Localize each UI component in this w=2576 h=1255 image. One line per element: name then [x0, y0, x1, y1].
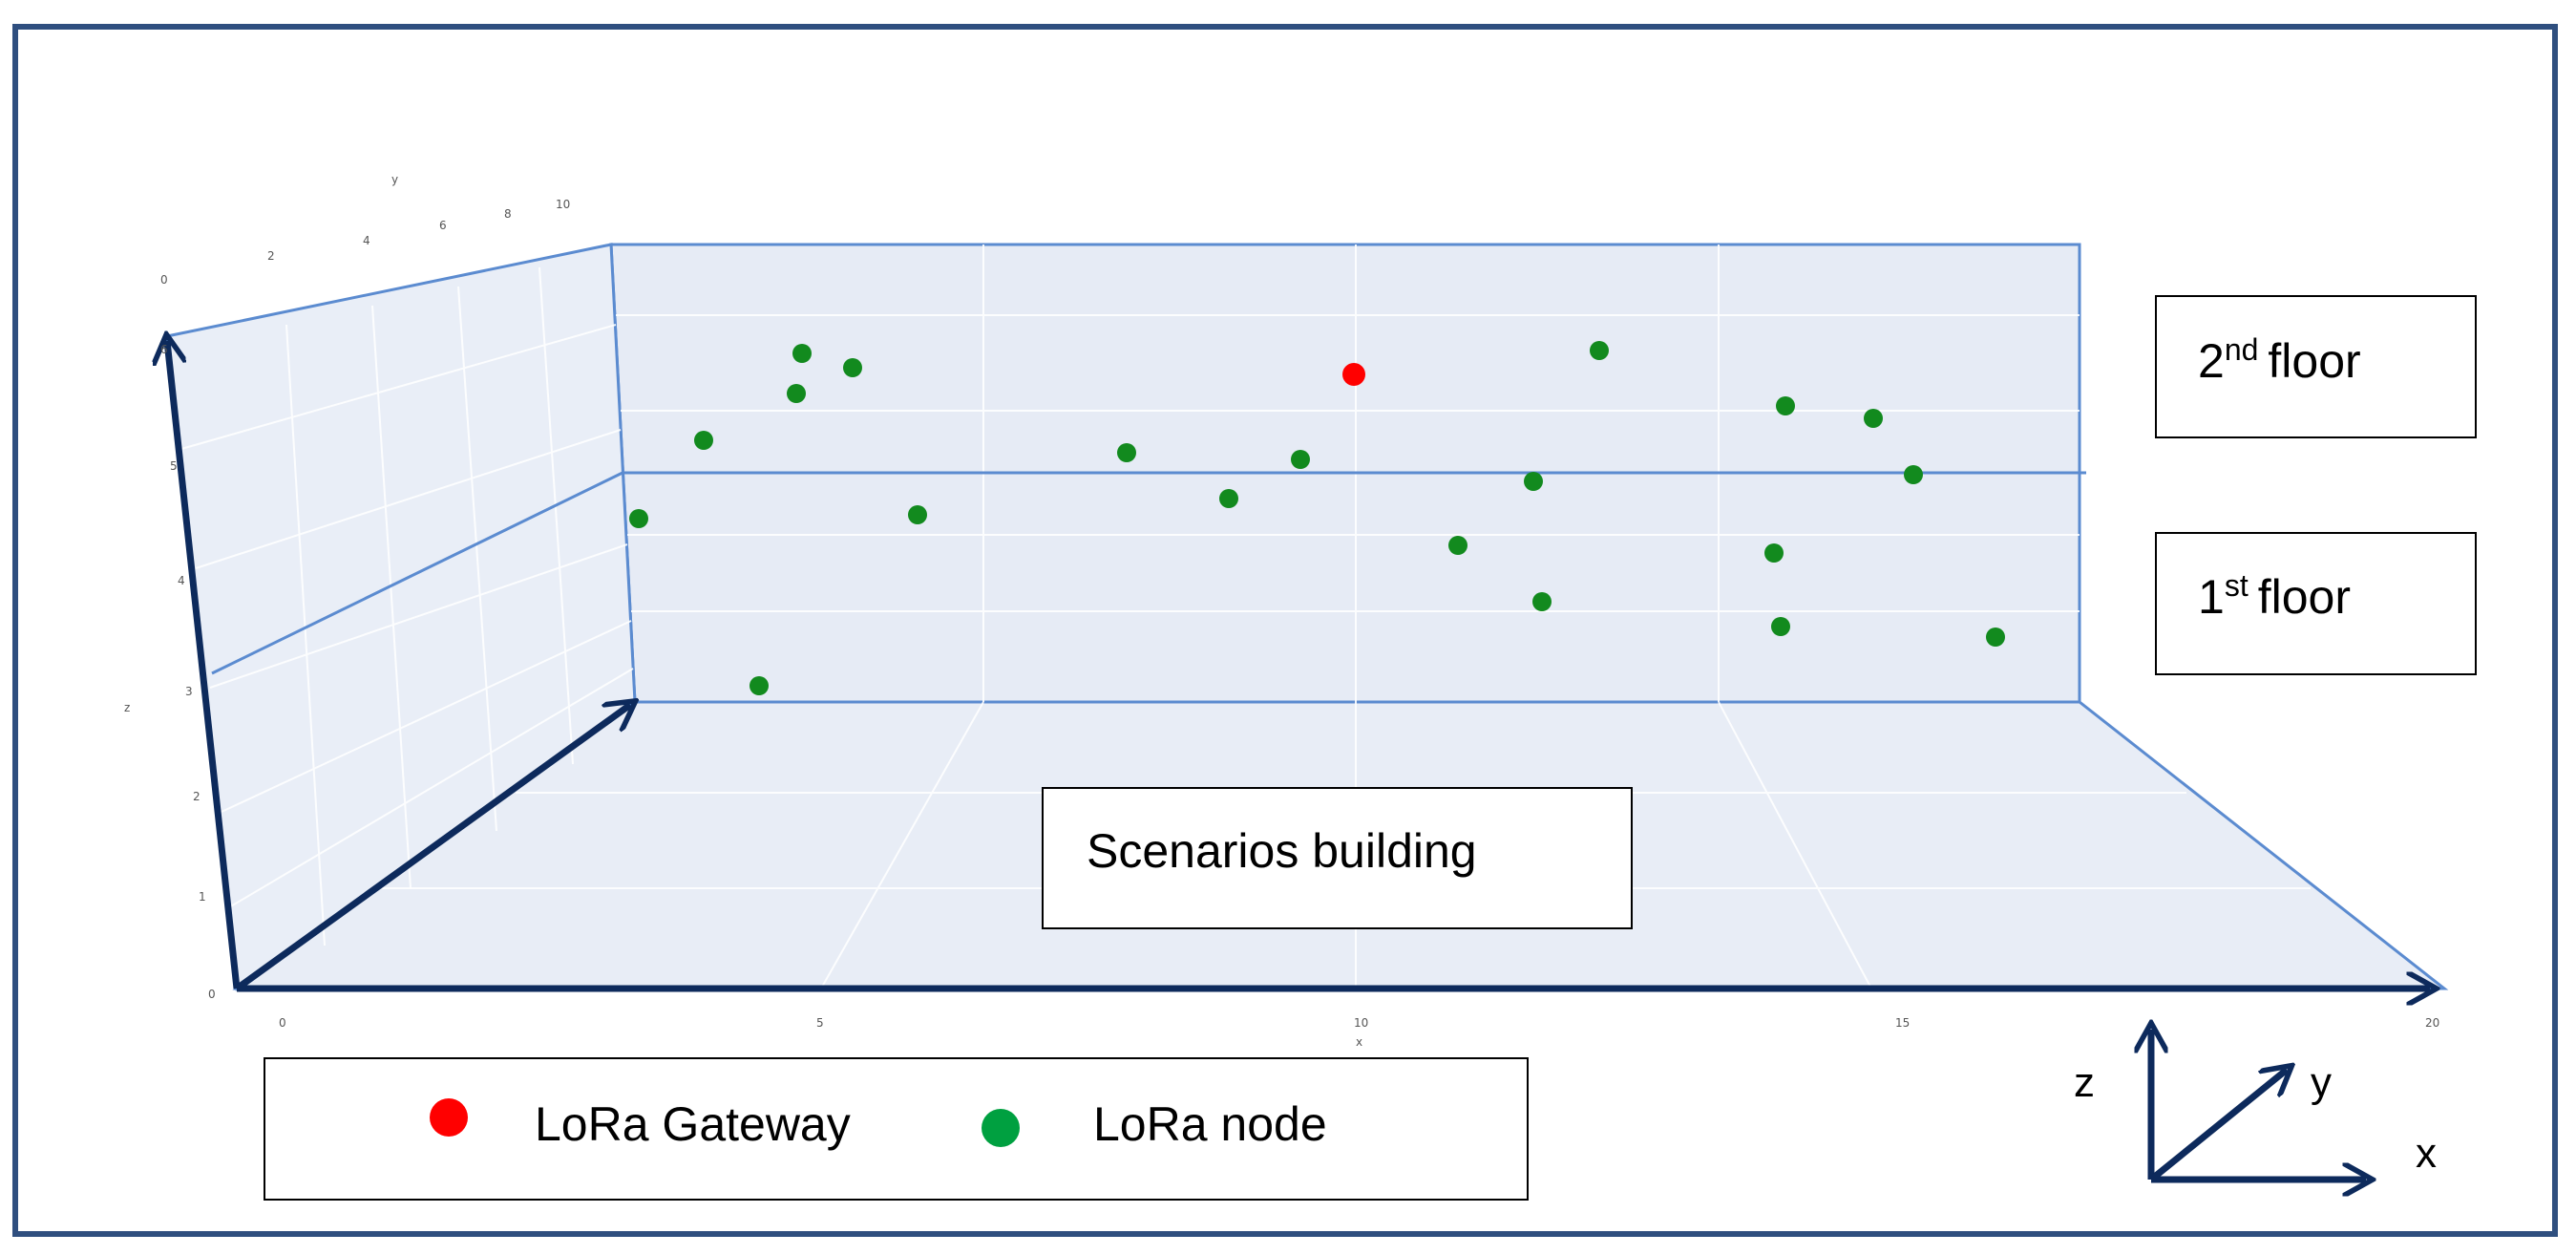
lora-node-marker [1904, 465, 1923, 484]
y-axis-title: y [391, 173, 398, 186]
z-tick: 4 [178, 574, 185, 587]
y-tick: 8 [504, 207, 512, 221]
x-axis-title: x [1356, 1035, 1362, 1049]
lora-node-marker [1771, 617, 1790, 636]
scenario-label: Scenarios building [1042, 787, 1633, 929]
first-floor-number: 1 [2198, 570, 2225, 624]
lora-node-marker [1219, 489, 1238, 508]
lora-node-marker [787, 384, 806, 403]
second-floor-box [2155, 295, 2477, 438]
lora-node-marker [1117, 443, 1136, 462]
lora-node-marker [694, 431, 713, 450]
z-tick: 0 [208, 988, 216, 1001]
scenario-text: Scenarios building [1087, 824, 1477, 878]
y-tick: 10 [556, 198, 570, 211]
lora-node-marker [792, 344, 812, 363]
floor-divider-left [211, 471, 623, 675]
first-floor-suffix: st [2225, 568, 2249, 603]
second-floor-label: 2nd floor [2155, 295, 2477, 438]
y-axis-ticks: 0 2 4 6 8 10 y [160, 173, 570, 287]
x-tick: 10 [1354, 1016, 1368, 1030]
legend-box [264, 1057, 1529, 1201]
z-tick: 2 [193, 790, 201, 803]
lora-node-marker [629, 509, 648, 528]
lora-node-marker [1524, 472, 1543, 491]
first-floor-word: floor [2258, 570, 2351, 624]
z-tick: 3 [185, 685, 193, 698]
scenario-box [1042, 787, 1633, 929]
lora-node-marker [843, 358, 862, 377]
first-floor-box [2155, 532, 2477, 675]
axes-key-y-arrow [2148, 1070, 2287, 1182]
axes-key: z y x [2074, 1030, 2437, 1180]
axes-key-y-label: y [2311, 1059, 2332, 1106]
first-floor-text: 1st floor [2198, 568, 2351, 624]
x-axis-ticks: 0 5 10 x 15 20 [279, 1016, 2439, 1049]
x-tick: 5 [816, 1016, 824, 1030]
y-axis-arrow [234, 705, 630, 991]
axes-key-z-label: z [2074, 1059, 2095, 1106]
lora-node-marker [1986, 628, 2005, 647]
lora-nodes [629, 341, 2005, 695]
z-tick: 6 [160, 343, 168, 356]
lora-gateway-marker [1342, 363, 1365, 386]
lora-node-marker [1532, 592, 1552, 611]
lora-node-marker [1764, 543, 1784, 563]
y-tick: 6 [439, 219, 447, 232]
legend-node-label: LoRa node [1093, 1097, 1327, 1151]
left-wall-grid [180, 266, 634, 947]
z-axis-arrow [167, 341, 241, 989]
lora-node-marker [908, 505, 927, 524]
y-tick: 4 [363, 234, 370, 247]
x-tick: 0 [279, 1016, 286, 1030]
legend-gateway-swatch [430, 1098, 468, 1137]
first-floor-label: 1st floor [2155, 532, 2477, 675]
lora-node-marker [1291, 450, 1310, 469]
z-axis-ticks: 6 5 4 3 z 2 1 0 [124, 343, 216, 1001]
y-tick: 2 [267, 249, 275, 263]
lora-node-marker [1864, 409, 1883, 428]
legend-node-swatch [982, 1109, 1020, 1147]
second-floor-number: 2 [2198, 334, 2225, 388]
lora-node-marker [1448, 536, 1467, 555]
legend-gateway-label: LoRa Gateway [535, 1097, 851, 1151]
second-floor-suffix: nd [2225, 332, 2259, 367]
second-floor-word: floor [2268, 334, 2360, 388]
lora-node-marker [1776, 396, 1795, 415]
legend: LoRa Gateway LoRa node [264, 1057, 1529, 1201]
z-tick: 1 [199, 890, 206, 904]
y-tick: 0 [160, 273, 168, 287]
second-floor-text: 2nd floor [2198, 332, 2361, 388]
x-tick: 15 [1895, 1016, 1910, 1030]
z-tick: 5 [170, 459, 178, 473]
axes-key-x-label: x [2416, 1130, 2437, 1177]
x-tick: 20 [2425, 1016, 2439, 1030]
lora-node-marker [750, 676, 769, 695]
lora-node-marker [1590, 341, 1609, 360]
z-axis-title: z [124, 701, 130, 714]
